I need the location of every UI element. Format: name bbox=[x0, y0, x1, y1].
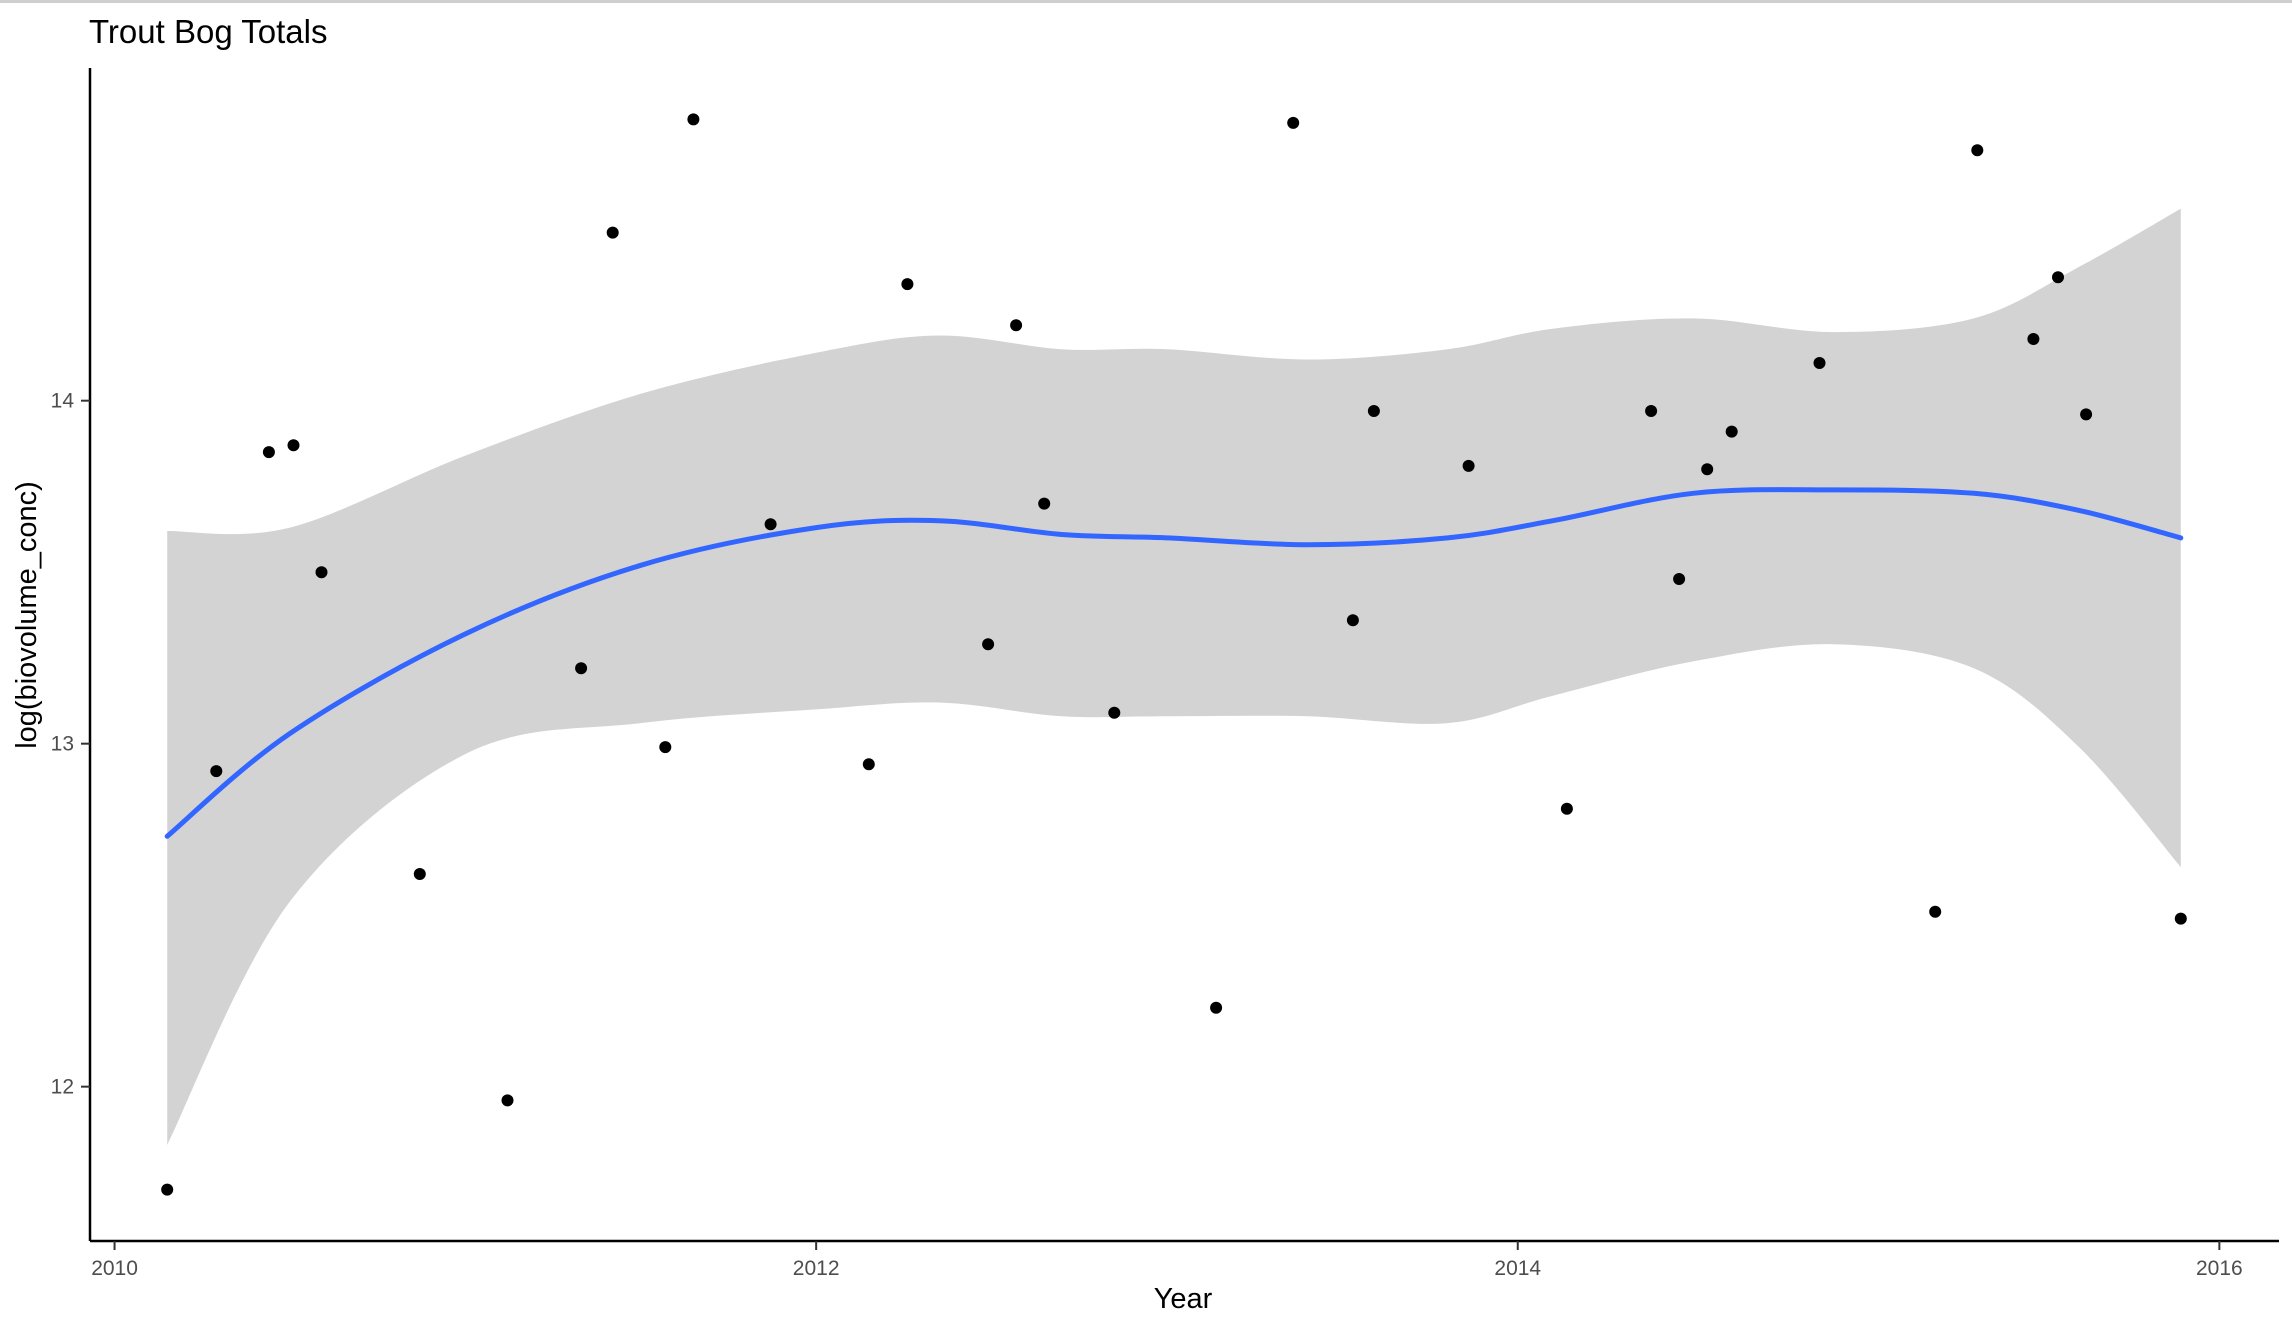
data-point bbox=[2052, 271, 2064, 284]
data-point bbox=[1462, 459, 1475, 472]
y-axis-ticks: 12 13 14 bbox=[51, 390, 90, 1099]
y-axis-title: log(biovolume_conc) bbox=[11, 481, 43, 749]
data-point bbox=[287, 439, 300, 452]
y-tick-label: 13 bbox=[51, 733, 74, 756]
data-point bbox=[2027, 333, 2040, 345]
confidence-ribbon-layer bbox=[167, 208, 2181, 1146]
data-point bbox=[1346, 614, 1359, 627]
data-point bbox=[1560, 802, 1573, 815]
data-point bbox=[501, 1094, 514, 1107]
data-point bbox=[1367, 405, 1380, 417]
data-point bbox=[606, 226, 619, 239]
data-point bbox=[1108, 706, 1121, 719]
data-point bbox=[1210, 1001, 1223, 1014]
points-layer bbox=[161, 113, 2187, 1196]
data-point bbox=[1725, 425, 1738, 438]
x-axis-ticks: 2010 2012 2014 2016 bbox=[91, 1241, 2243, 1280]
confidence-ribbon bbox=[167, 208, 2181, 1146]
data-point bbox=[1673, 573, 1686, 585]
data-point bbox=[764, 518, 777, 531]
data-point bbox=[1971, 144, 1984, 157]
data-point bbox=[1813, 357, 1826, 369]
x-tick-label: 2010 bbox=[91, 1257, 138, 1280]
data-point bbox=[659, 741, 672, 754]
loess-fit-line bbox=[164, 487, 2184, 839]
data-point bbox=[1038, 497, 1051, 510]
data-point bbox=[575, 662, 588, 675]
y-tick-label: 12 bbox=[51, 1076, 74, 1099]
data-point bbox=[687, 113, 700, 126]
data-point bbox=[1929, 905, 1942, 918]
x-tick-label: 2014 bbox=[1494, 1257, 1541, 1280]
data-point bbox=[2080, 408, 2093, 421]
x-tick-label: 2016 bbox=[2196, 1257, 2243, 1280]
data-point bbox=[982, 638, 995, 651]
smooth-line-layer bbox=[164, 487, 2184, 839]
x-axis-title: Year bbox=[1154, 1283, 1213, 1315]
data-point bbox=[315, 566, 328, 579]
x-tick-label: 2012 bbox=[793, 1257, 840, 1280]
y-tick-label: 14 bbox=[51, 390, 75, 413]
data-point bbox=[161, 1183, 174, 1196]
data-point bbox=[413, 868, 426, 880]
chart-title: Trout Bog Totals bbox=[89, 13, 327, 50]
top-border bbox=[0, 0, 2292, 3]
data-point bbox=[2174, 912, 2187, 925]
data-point bbox=[262, 446, 275, 459]
data-point bbox=[1287, 116, 1300, 129]
data-point bbox=[901, 278, 914, 291]
data-point bbox=[210, 765, 223, 778]
data-point bbox=[1645, 405, 1658, 417]
data-point bbox=[862, 758, 875, 771]
data-point bbox=[1701, 463, 1714, 476]
data-point bbox=[1010, 319, 1023, 332]
